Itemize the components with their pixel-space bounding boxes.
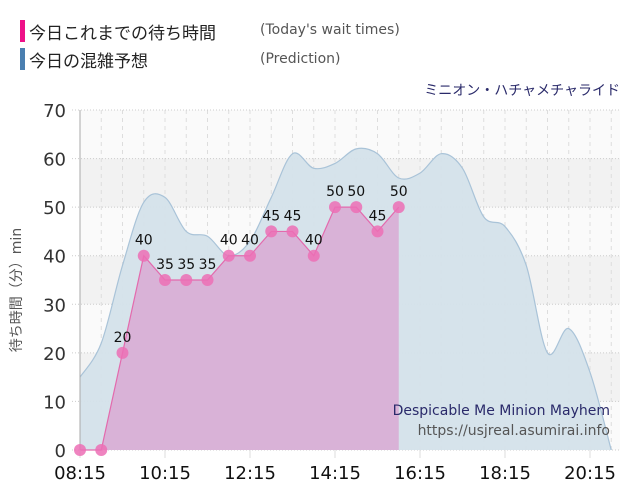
y-tick-label: 20 — [43, 344, 66, 365]
prediction-line — [79, 147, 612, 451]
watermark-title: Despicable Me Minion Mayhem — [392, 403, 610, 419]
x-tick-label: 14:15 — [309, 463, 361, 484]
legend-item-actual: 今日これまでの待ち時間 — [20, 20, 216, 44]
data-label: 40 — [220, 233, 238, 249]
y-tick-label: 40 — [43, 247, 66, 268]
x-tick-label: 20:15 — [564, 463, 616, 484]
y-tick-label: 10 — [43, 392, 66, 413]
x-tick-label: 08:15 — [54, 463, 106, 484]
legend-swatch-prediction — [20, 48, 25, 70]
data-point — [180, 274, 193, 286]
y-tick-label: 30 — [43, 295, 66, 316]
y-tick-label: 0 — [55, 441, 66, 462]
y-axis-title: 待ち時間（分）min — [9, 227, 25, 353]
watermark-url: https://usjreal.asumirai.info — [417, 423, 610, 439]
data-label: 35 — [199, 257, 217, 273]
data-point — [222, 249, 235, 262]
data-point — [159, 274, 171, 286]
data-point — [329, 201, 341, 214]
legend-swatch-actual — [20, 20, 25, 42]
legend-english-prediction: (Prediction) — [260, 51, 341, 67]
data-point — [244, 249, 256, 262]
legend-item-prediction: 今日の混雑予想 — [20, 48, 148, 72]
data-point — [116, 346, 129, 359]
data-label: 35 — [156, 257, 174, 273]
data-point — [74, 444, 86, 456]
data-label: 50 — [326, 184, 344, 200]
data-label: 40 — [241, 233, 259, 249]
ride-name: ミニオン・ハチャメチャライド — [424, 83, 620, 99]
actual-area — [80, 207, 399, 450]
data-label: 20 — [114, 330, 132, 346]
data-point — [95, 444, 108, 456]
data-point — [350, 201, 363, 214]
data-point — [307, 249, 320, 262]
data-point — [137, 249, 150, 262]
y-tick-label: 60 — [43, 150, 66, 171]
x-tick-label: 18:15 — [479, 463, 531, 484]
data-point — [286, 225, 299, 238]
data-label: 45 — [262, 208, 280, 224]
data-point — [201, 274, 214, 286]
legend-label-actual: 今日これまでの待ち時間 — [29, 23, 216, 44]
data-label: 45 — [369, 208, 387, 224]
y-tick-label: 70 — [43, 101, 66, 122]
data-point — [392, 201, 405, 214]
x-tick-label: 12:15 — [224, 463, 276, 484]
data-label: 45 — [284, 208, 302, 224]
data-label: 35 — [177, 257, 195, 273]
y-tick-label: 50 — [43, 198, 66, 219]
data-point — [265, 225, 278, 238]
x-tick-label: 16:15 — [394, 463, 446, 484]
legend-label-prediction: 今日の混雑予想 — [29, 51, 148, 72]
data-label: 50 — [390, 184, 408, 200]
legend-english-actual: (Today's wait times) — [260, 22, 400, 38]
data-label: 40 — [135, 233, 153, 249]
data-label: 50 — [347, 184, 365, 200]
actual-line — [80, 206, 400, 451]
data-label: 40 — [305, 233, 323, 249]
x-tick-label: 10:15 — [139, 463, 191, 484]
data-point — [371, 225, 384, 238]
